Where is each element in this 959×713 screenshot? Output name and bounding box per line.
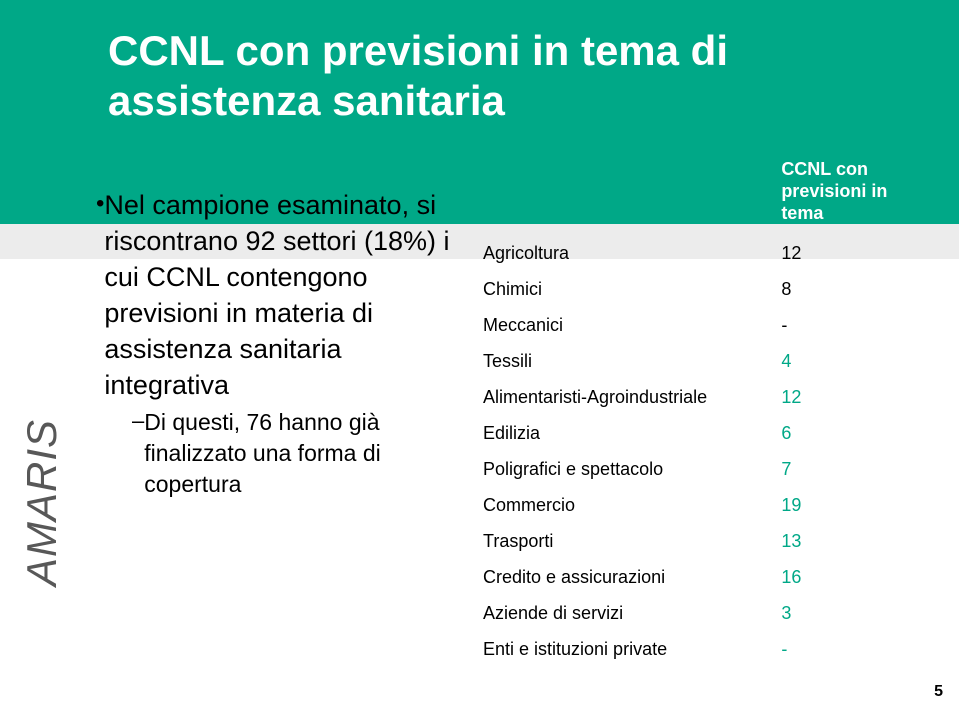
bullet-sub-text: Di questi, 76 hanno già finalizzato una … <box>144 407 464 499</box>
title-line-2: assistenza sanitaria <box>108 77 505 124</box>
table-cell-value: 16 <box>775 559 929 595</box>
slide-title: CCNL con previsioni in tema di assistenz… <box>108 26 728 125</box>
table-row: Alimentaristi-Agroindustriale12 <box>477 379 929 415</box>
table-cell-label: Alimentaristi-Agroindustriale <box>477 379 775 415</box>
table-row: Poligrafici e spettacolo7 <box>477 451 929 487</box>
table-cell-label: Meccanici <box>477 307 775 343</box>
table-cell-value: 8 <box>775 271 929 307</box>
table-row: Edilizia6 <box>477 415 929 451</box>
table-row: Agricoltura12 <box>477 235 929 271</box>
table-row: Commercio19 <box>477 487 929 523</box>
table-row: Enti e istituzioni private- <box>477 631 929 667</box>
table-cell-label: Trasporti <box>477 523 775 559</box>
bullet-main-text: Nel campione esaminato, si riscontrano 9… <box>104 188 464 403</box>
page-number: 5 <box>934 683 943 701</box>
table-header-col2: CCNL con previsioni in tema <box>775 152 929 235</box>
table-body: Agricoltura12Chimici8Meccanici-Tessili4A… <box>477 235 929 667</box>
bullet-dash-icon: – <box>132 407 144 499</box>
table-cell-label: Enti e istituzioni private <box>477 631 775 667</box>
title-line-1: CCNL con previsioni in tema di <box>108 27 728 74</box>
table-cell-value: 3 <box>775 595 929 631</box>
bullet-dot-icon: • <box>96 188 104 403</box>
table-cell-label: Credito e assicurazioni <box>477 559 775 595</box>
table-cell-value: - <box>775 307 929 343</box>
table-cell-label: Tessili <box>477 343 775 379</box>
table-cell-value: 4 <box>775 343 929 379</box>
table-header-empty <box>477 152 775 235</box>
table-cell-value: 6 <box>775 415 929 451</box>
bullet-block: • Nel campione esaminato, si riscontrano… <box>96 188 464 499</box>
table-cell-value: 7 <box>775 451 929 487</box>
bullet-sub-row: – Di questi, 76 hanno già finalizzato un… <box>96 407 464 499</box>
table-cell-value: 13 <box>775 523 929 559</box>
brand-vertical-label: AMARIS <box>18 546 248 586</box>
table-row: Aziende di servizi3 <box>477 595 929 631</box>
table-cell-label: Aziende di servizi <box>477 595 775 631</box>
table-row: Credito e assicurazioni16 <box>477 559 929 595</box>
table-cell-value: - <box>775 631 929 667</box>
table-cell-value: 12 <box>775 379 929 415</box>
bullet-main-row: • Nel campione esaminato, si riscontrano… <box>96 188 464 403</box>
table-row: Chimici8 <box>477 271 929 307</box>
table-cell-value: 12 <box>775 235 929 271</box>
table-cell-label: Edilizia <box>477 415 775 451</box>
table-row: Trasporti13 <box>477 523 929 559</box>
table-row: Tessili4 <box>477 343 929 379</box>
table-cell-label: Agricoltura <box>477 235 775 271</box>
table-header-col2-line1: CCNL con <box>781 159 868 179</box>
table-cell-label: Poligrafici e spettacolo <box>477 451 775 487</box>
table-cell-label: Chimici <box>477 271 775 307</box>
table-cell-value: 19 <box>775 487 929 523</box>
ccnl-table: CCNL con previsioni in tema Agricoltura1… <box>477 152 929 668</box>
table-header-col2-line2: previsioni in tema <box>781 181 887 223</box>
table-cell-label: Commercio <box>477 487 775 523</box>
table-header-row: CCNL con previsioni in tema <box>477 152 929 235</box>
table-row: Meccanici- <box>477 307 929 343</box>
